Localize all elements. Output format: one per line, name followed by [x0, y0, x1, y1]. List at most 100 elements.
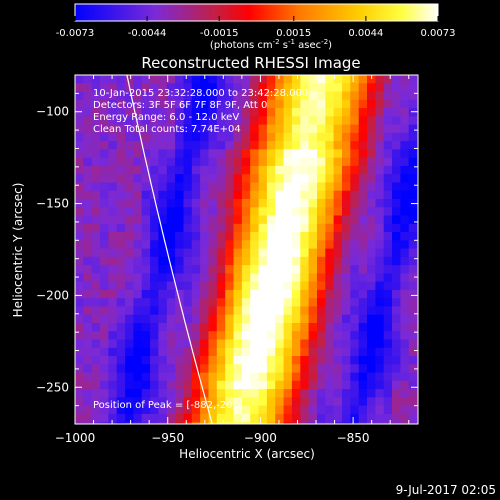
heatmap-cell — [333, 389, 343, 398]
heatmap-cell — [342, 265, 351, 274]
heatmap-cell — [83, 281, 93, 291]
heatmap-cell — [233, 413, 243, 423]
heatmap-cell — [358, 182, 368, 192]
heatmap-cell — [266, 372, 276, 382]
heatmap-cell — [350, 331, 360, 340]
heatmap-cell — [83, 116, 93, 126]
heatmap-cell — [200, 108, 209, 117]
heatmap-cell — [392, 273, 401, 283]
heatmap-cell — [91, 397, 101, 407]
heatmap-cell — [308, 207, 318, 217]
heatmap-cell — [342, 347, 351, 357]
heatmap-cell — [150, 83, 159, 93]
heatmap-cell — [183, 174, 193, 183]
heatmap-cell — [191, 248, 201, 258]
heatmap-cell — [116, 339, 126, 349]
heatmap-cell — [166, 141, 176, 150]
heatmap-cell — [308, 364, 318, 374]
heatmap-cell — [191, 157, 201, 167]
heatmap-cell — [266, 380, 276, 390]
heatmap-cell — [108, 199, 118, 208]
heatmap-cell — [133, 430, 142, 439]
heatmap-cell — [233, 132, 243, 142]
heatmap-cell — [191, 116, 201, 126]
heatmap-cell — [317, 273, 326, 283]
heatmap-cell — [166, 223, 176, 233]
heatmap-cell — [150, 108, 159, 117]
heatmap-cell — [183, 207, 193, 217]
heatmap-cell — [367, 190, 376, 200]
heatmap-cell — [175, 215, 184, 225]
heatmap-cell — [241, 124, 251, 134]
heatmap-cell — [183, 132, 193, 142]
heatmap-cell — [141, 356, 151, 365]
heatmap-cell — [383, 215, 393, 225]
heatmap-cell — [225, 265, 234, 274]
heatmap-cell — [392, 306, 401, 316]
heatmap-cell — [141, 132, 151, 142]
heatmap-cell — [200, 165, 209, 175]
heatmap-cell — [225, 273, 234, 283]
heatmap-cell — [291, 422, 301, 424]
heatmap-cell — [291, 256, 301, 266]
heatmap-cell — [300, 215, 310, 225]
heatmap-cell — [175, 422, 184, 424]
heatmap-cell — [367, 298, 376, 307]
heatmap-cell — [100, 116, 109, 126]
heatmap-cell — [116, 199, 126, 208]
heatmap-cell — [125, 256, 134, 266]
heatmap-cell — [392, 116, 401, 126]
heatmap-cell — [275, 289, 284, 299]
heatmap-cell — [216, 240, 226, 250]
heatmap-cell — [158, 207, 168, 217]
heatmap-cell — [200, 141, 209, 150]
heatmap-cell — [91, 405, 101, 415]
heatmap-cell — [75, 190, 84, 200]
heatmap-cell — [250, 157, 259, 167]
heatmap-cell — [116, 149, 126, 159]
heatmap-cell — [208, 331, 218, 340]
heatmap-cell — [308, 75, 318, 84]
heatmap-cell — [300, 99, 310, 109]
heatmap-cell — [266, 298, 276, 307]
heatmap-cell — [166, 314, 176, 324]
heatmap-cell — [392, 157, 401, 167]
heatmap-cell — [225, 380, 234, 390]
heatmap-cell — [150, 207, 159, 217]
heatmap-cell — [100, 174, 109, 183]
heatmap-cell — [225, 91, 234, 101]
heatmap-cell — [233, 207, 243, 217]
heatmap-cell — [175, 306, 184, 316]
heatmap-cell — [233, 323, 243, 332]
heatmap-cell — [141, 314, 151, 324]
annotation-peak-position: Position of Peak = [-882,-201] — [93, 400, 243, 411]
heatmap-cell — [133, 347, 143, 357]
heatmap-cell — [400, 108, 410, 117]
heatmap-cell — [392, 430, 401, 439]
heatmap-cell — [425, 141, 434, 150]
heatmap-cell — [283, 389, 293, 398]
heatmap-cell — [75, 215, 84, 225]
heatmap-cell — [225, 430, 234, 439]
heatmap-cell — [308, 149, 318, 159]
heatmap-cell — [125, 413, 134, 423]
heatmap-cell — [383, 99, 393, 109]
heatmap-cell — [425, 290, 434, 299]
heatmap-cell — [375, 240, 385, 250]
heatmap-cell — [291, 380, 301, 390]
heatmap-cell — [125, 99, 134, 109]
heatmap-cell — [116, 364, 126, 374]
heatmap-cell — [233, 99, 243, 109]
heatmap-cell — [108, 223, 118, 233]
heatmap-cell — [266, 413, 276, 423]
heatmap-cell — [425, 125, 434, 134]
heatmap-cell — [266, 141, 276, 150]
heatmap-cell — [75, 413, 84, 423]
heatmap-cell — [367, 132, 376, 142]
heatmap-cell — [317, 347, 326, 357]
heatmap-cell — [258, 265, 268, 274]
heatmap-cell — [108, 157, 118, 167]
heatmap-cell — [258, 199, 268, 208]
heatmap-cell — [408, 397, 418, 407]
